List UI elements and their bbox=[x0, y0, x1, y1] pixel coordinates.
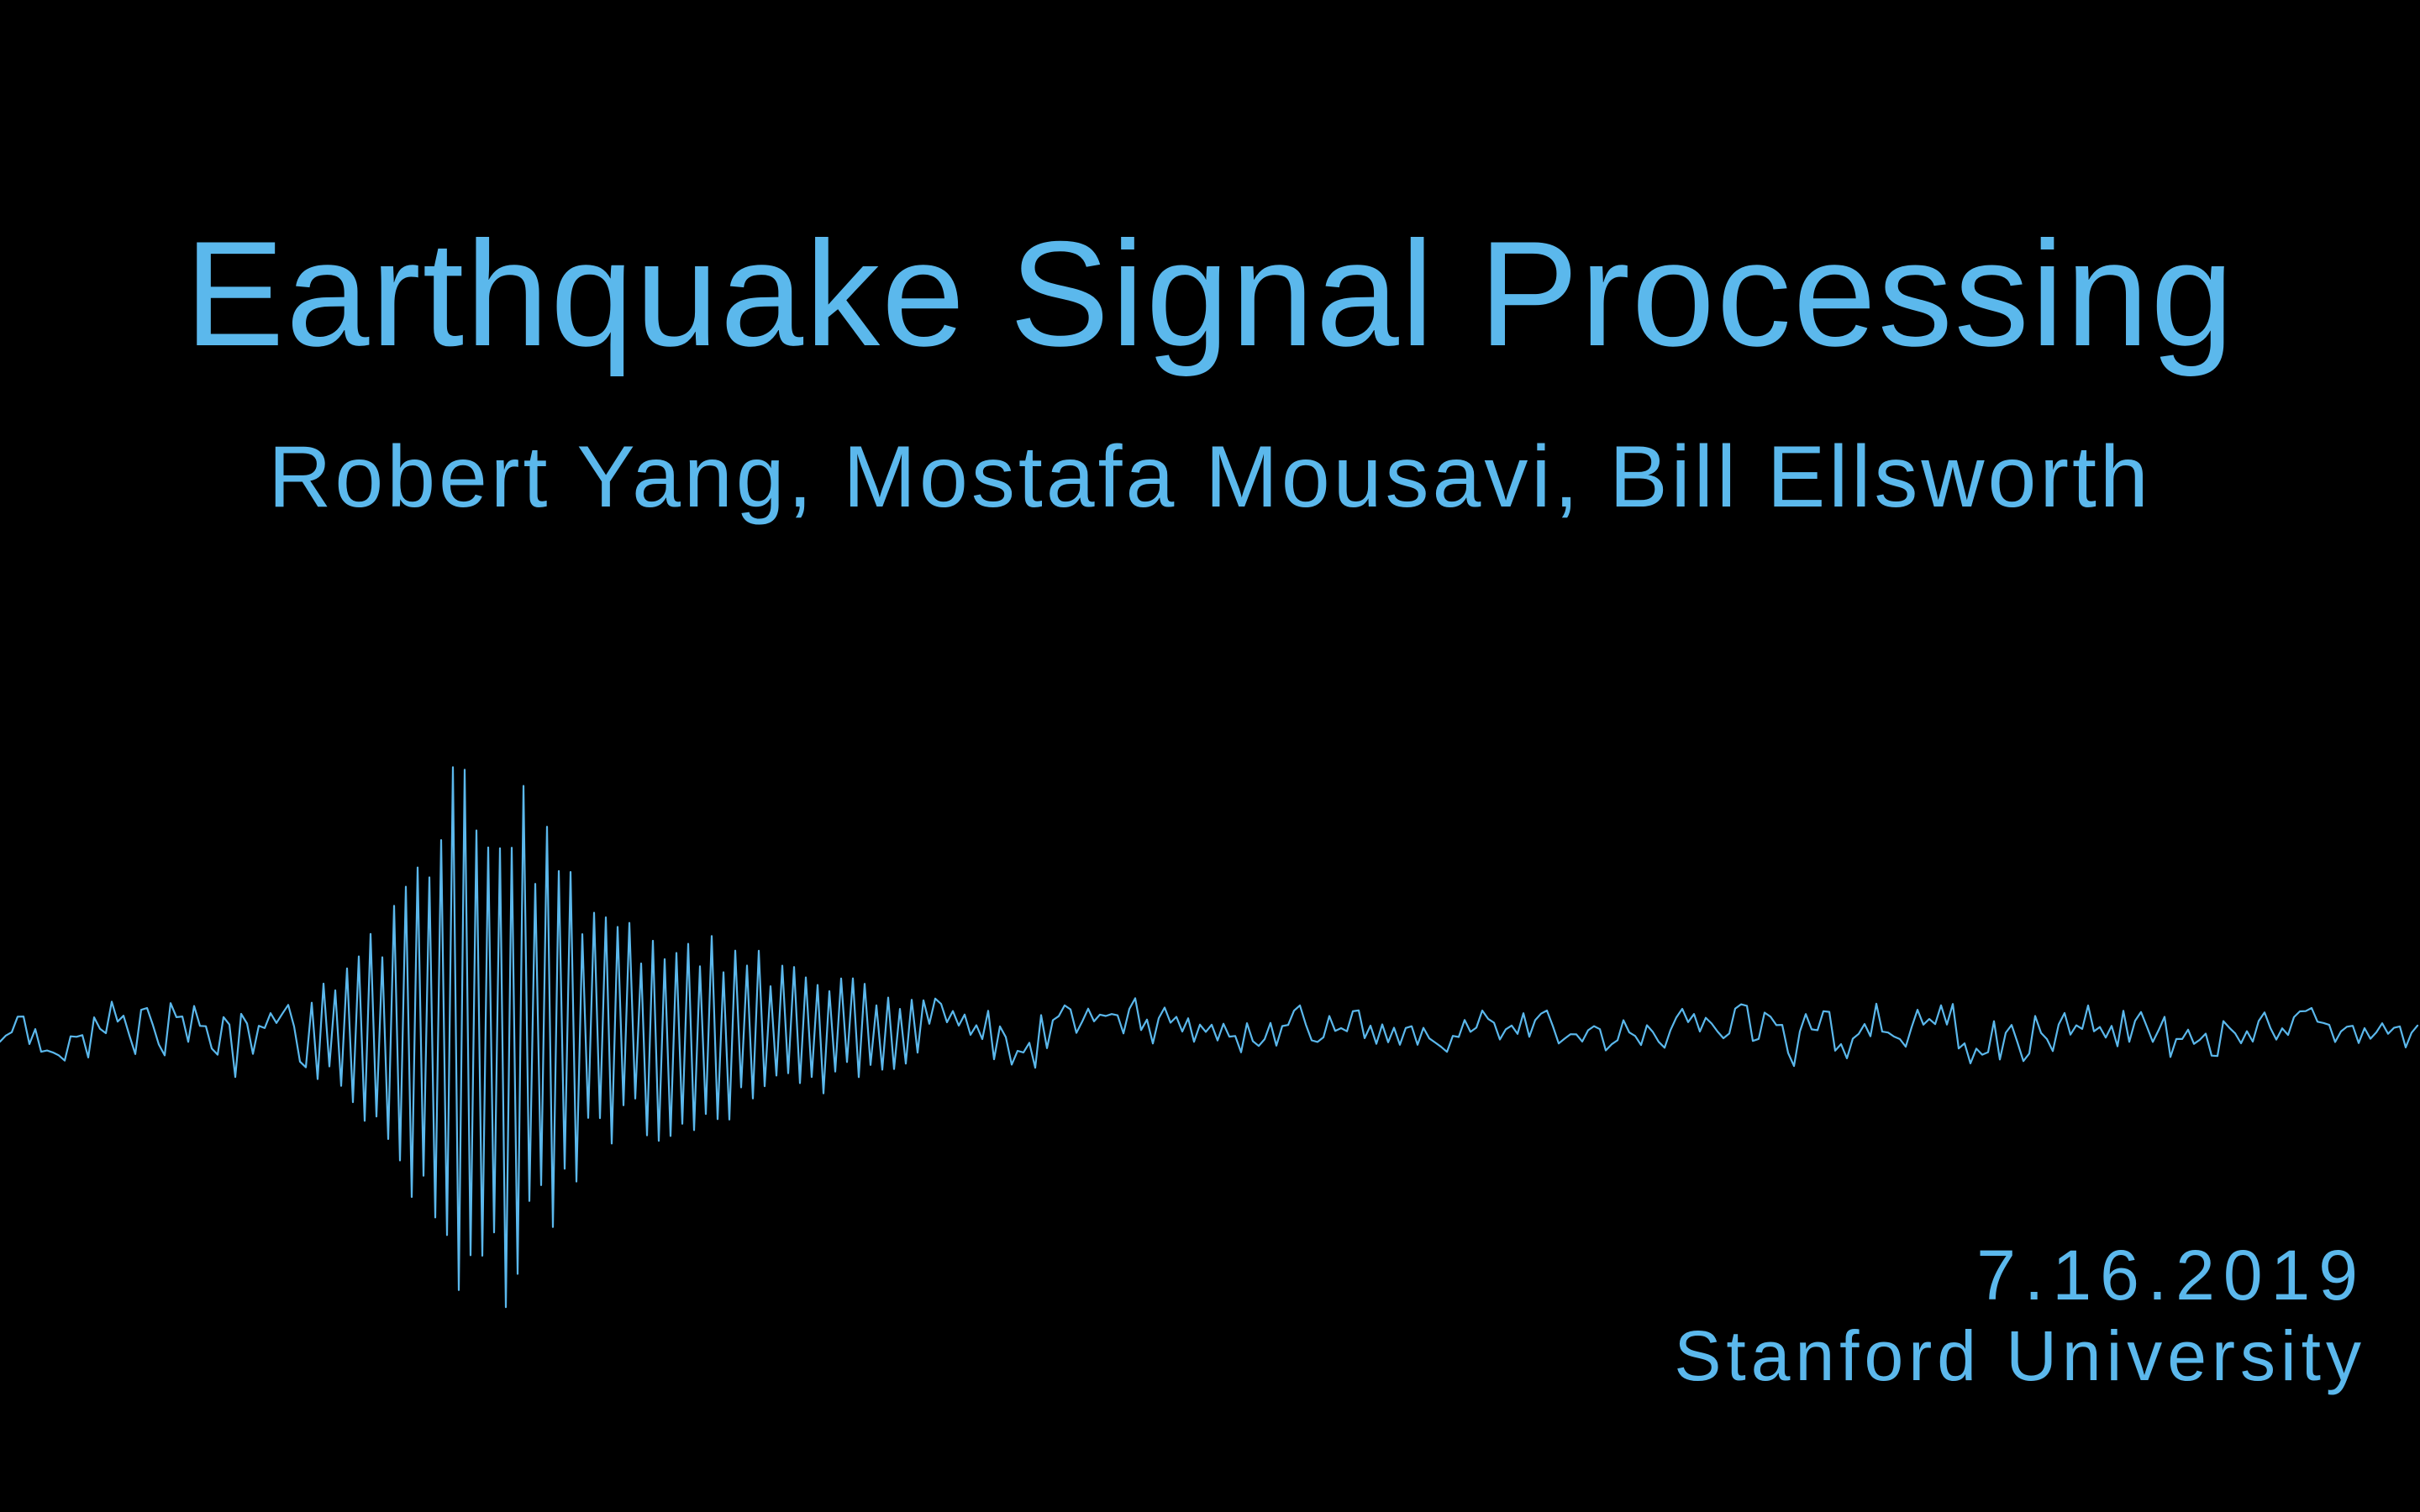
waveform-trace bbox=[0, 766, 2419, 1309]
institution-name: Stanford University bbox=[1674, 1316, 2366, 1395]
presentation-date: 7.16.2019 bbox=[1976, 1236, 2366, 1315]
slide-title: Earthquake Signal Processing bbox=[184, 210, 2236, 377]
slide-authors: Robert Yang, Mostafa Mousavi, Bill Ellsw… bbox=[268, 428, 2152, 526]
seismogram-waveform-icon bbox=[0, 766, 2419, 1309]
